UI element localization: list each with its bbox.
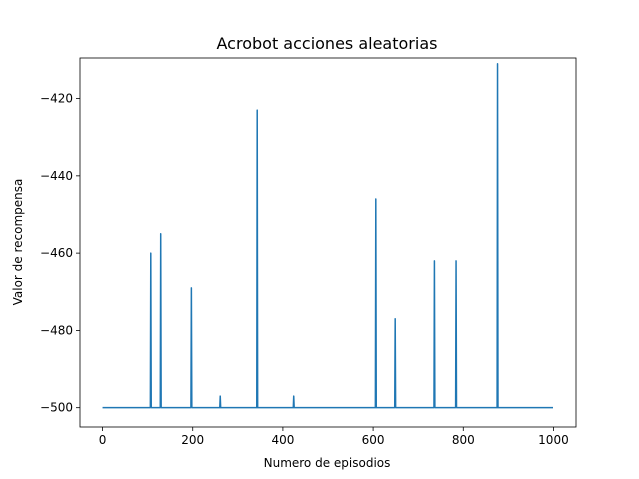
y-tick-label: −440 [40,169,73,183]
y-tick-label: −480 [40,323,73,337]
y-axis-label: Valor de recompensa [11,179,25,306]
axes-frame [79,57,577,428]
x-tick-label: 600 [362,433,385,447]
plot-area: 0 200 400 600 800 1000 −500 −480 −460 −440 −420 [40,57,577,447]
x-tick-label: 800 [452,433,475,447]
series-line-reward [102,63,553,409]
y-tick-label: −420 [40,92,73,106]
x-axis-label: Numero de episodios [264,456,391,470]
y-tick-label: −460 [40,246,73,260]
x-tick-label: 400 [271,433,294,447]
x-tick-label: 200 [181,433,204,447]
chart-title: Acrobot acciones aleatorias [217,34,438,53]
x-tick-label: 1000 [538,433,569,447]
y-tick-label: −500 [40,401,73,415]
x-tick-label: 0 [99,433,107,447]
